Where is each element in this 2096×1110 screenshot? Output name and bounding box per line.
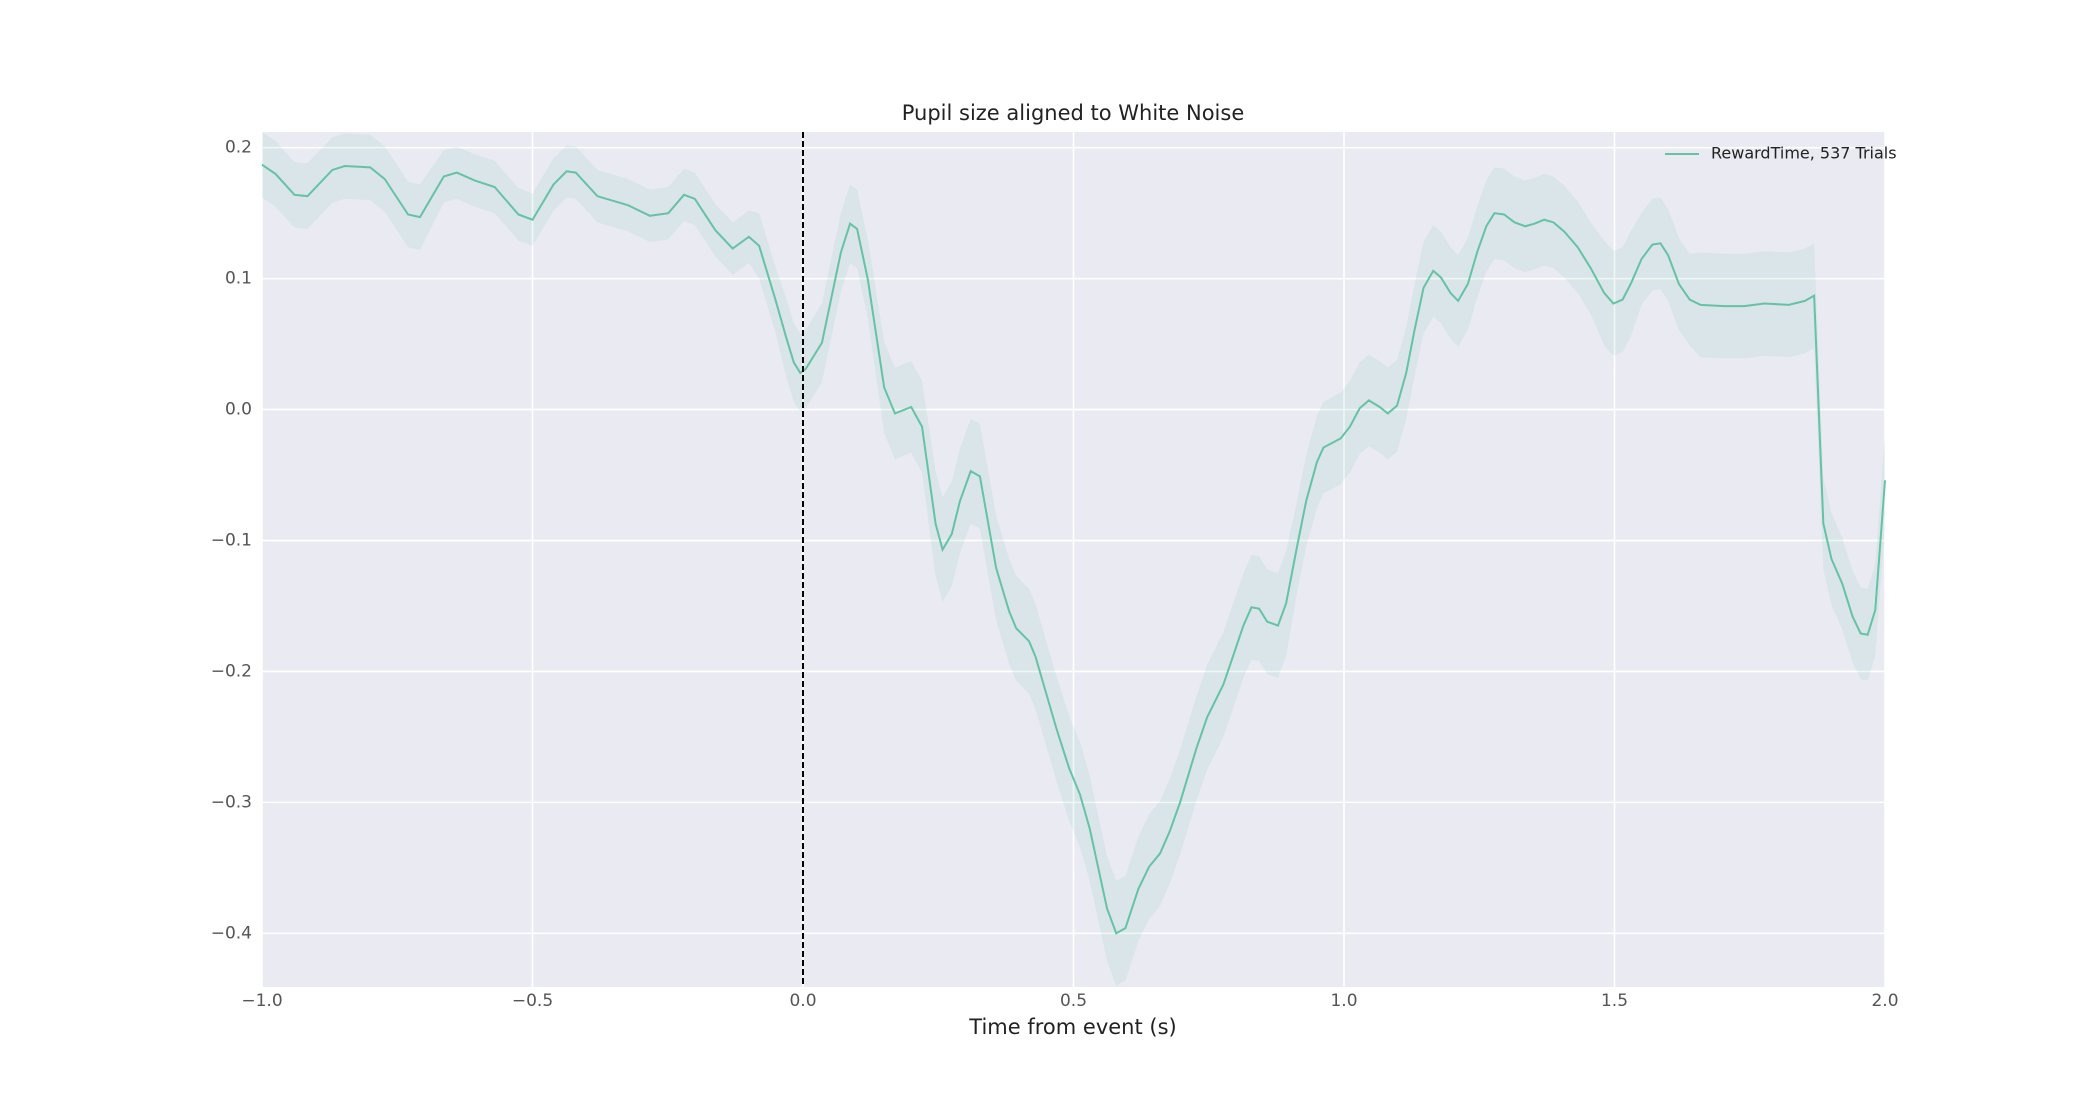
data-line — [261, 163, 1886, 935]
x-tick-label: 1.0 — [1330, 991, 1357, 1011]
y-tick-label: 0.1 — [225, 269, 252, 289]
x-axis-label: Time from event (s) — [968, 1015, 1176, 1039]
y-tick-label: −0.2 — [211, 661, 252, 681]
x-tick-label: 0.5 — [1060, 991, 1087, 1011]
x-tick-label: −1.0 — [241, 991, 282, 1011]
x-tick-label: 2.0 — [1871, 991, 1898, 1011]
y-tick-label: −0.3 — [211, 792, 252, 812]
x-tick-label: −0.5 — [512, 991, 553, 1011]
legend-label: RewardTime, 537 Trials — [1711, 144, 1897, 163]
y-tick-label: −0.4 — [211, 923, 252, 943]
chart-title: Pupil size aligned to White Noise — [902, 101, 1245, 125]
error-band — [262, 132, 1885, 986]
y-tick-label: 0.2 — [225, 138, 252, 158]
marks — [261, 132, 1886, 986]
y-tick-label: −0.1 — [211, 531, 252, 551]
x-tick-label: 1.5 — [1601, 991, 1628, 1011]
y-tick-label: 0.0 — [225, 400, 252, 420]
x-tick-label: 0.0 — [789, 991, 816, 1011]
